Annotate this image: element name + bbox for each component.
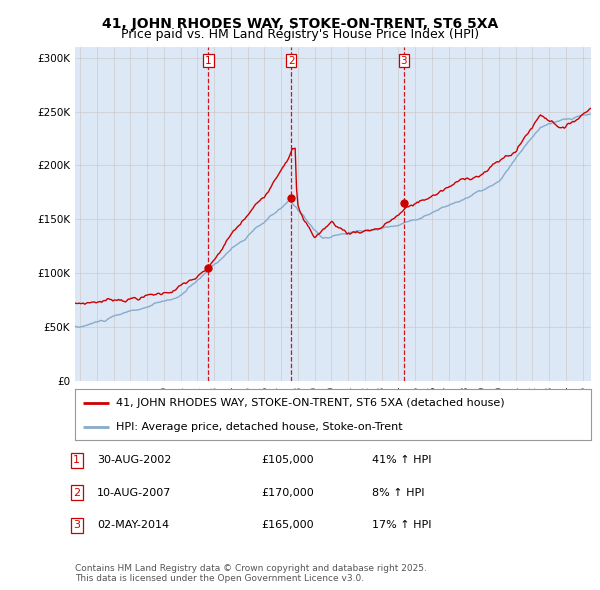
Text: HPI: Average price, detached house, Stoke-on-Trent: HPI: Average price, detached house, Stok… [116, 422, 403, 432]
Text: £105,000: £105,000 [261, 455, 314, 465]
Text: 3: 3 [73, 520, 80, 530]
Text: 1: 1 [205, 55, 212, 65]
Text: 1: 1 [73, 455, 80, 465]
Text: 2: 2 [288, 55, 295, 65]
Text: 2: 2 [73, 488, 80, 497]
Text: Price paid vs. HM Land Registry's House Price Index (HPI): Price paid vs. HM Land Registry's House … [121, 28, 479, 41]
Text: 8% ↑ HPI: 8% ↑ HPI [372, 488, 425, 497]
Text: 3: 3 [401, 55, 407, 65]
Text: 17% ↑ HPI: 17% ↑ HPI [372, 520, 431, 530]
Text: 30-AUG-2002: 30-AUG-2002 [97, 455, 172, 465]
Text: 02-MAY-2014: 02-MAY-2014 [97, 520, 169, 530]
Text: Contains HM Land Registry data © Crown copyright and database right 2025.
This d: Contains HM Land Registry data © Crown c… [75, 563, 427, 583]
Text: £170,000: £170,000 [261, 488, 314, 497]
Text: 41, JOHN RHODES WAY, STOKE-ON-TRENT, ST6 5XA (detached house): 41, JOHN RHODES WAY, STOKE-ON-TRENT, ST6… [116, 398, 505, 408]
Text: 41% ↑ HPI: 41% ↑ HPI [372, 455, 431, 465]
Text: £165,000: £165,000 [261, 520, 314, 530]
Text: 41, JOHN RHODES WAY, STOKE-ON-TRENT, ST6 5XA: 41, JOHN RHODES WAY, STOKE-ON-TRENT, ST6… [102, 17, 498, 31]
Text: 10-AUG-2007: 10-AUG-2007 [97, 488, 172, 497]
